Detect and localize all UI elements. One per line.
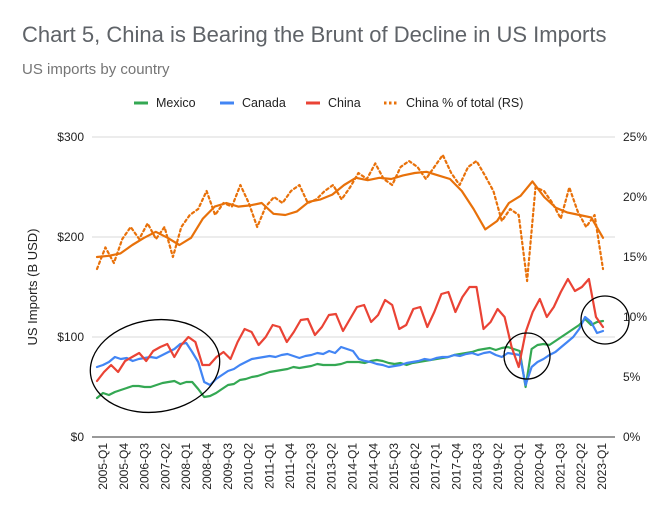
x-tick-label: 2017-Q1 — [429, 443, 443, 490]
annotation-circle — [580, 295, 630, 345]
y2-tick-label: 5% — [623, 370, 641, 384]
x-tick-label: 2022-Q2 — [574, 443, 588, 490]
annotation-ellipse — [89, 318, 221, 414]
x-tick-label: 2020-Q1 — [512, 443, 526, 490]
y-tick-label: $100 — [57, 330, 84, 344]
x-tick-label: 2014-Q4 — [366, 443, 380, 490]
series-line-china — [95, 277, 605, 383]
legend-label: Canada — [242, 96, 286, 110]
x-tick-label: 2008-Q4 — [200, 443, 214, 490]
legend-label: China % of total (RS) — [406, 96, 523, 110]
x-tick-label: 2023-Q1 — [595, 443, 609, 490]
y-tick-label: $300 — [57, 130, 84, 144]
y2-tick-label: 10% — [623, 310, 647, 324]
y2-tick-label: 0% — [623, 430, 641, 444]
x-tick-label: 2021-Q3 — [553, 443, 567, 490]
y-tick-label: $0 — [71, 430, 85, 444]
x-tick-label: 2010-Q2 — [242, 443, 256, 490]
y2-tick-label: 20% — [623, 190, 647, 204]
x-tick-label: 2009-Q3 — [221, 443, 235, 490]
y2-tick-label: 15% — [623, 250, 647, 264]
x-tick-label: 2005-Q1 — [96, 443, 110, 490]
series-line-mexico — [95, 317, 605, 400]
chart-title: Chart 5, China is Bearing the Brunt of D… — [22, 22, 607, 47]
annotation-circle — [503, 332, 551, 380]
x-tick-label: 2016-Q2 — [408, 443, 422, 490]
x-tick-label: 2005-Q4 — [117, 443, 131, 490]
x-tick-label: 2011-Q1 — [262, 443, 276, 489]
legend-label: Mexico — [156, 96, 196, 110]
x-tick-label: 2012-Q3 — [304, 443, 318, 490]
x-tick-label: 2020-Q4 — [533, 443, 547, 490]
y-axis-title: US Imports (B USD) — [25, 228, 40, 345]
y-tick-label: $200 — [57, 230, 84, 244]
series-line-china-of-total-rs-dotted — [95, 153, 605, 283]
x-tick-label: 2011-Q4 — [283, 443, 297, 489]
x-tick-label: 2008-Q1 — [179, 443, 193, 490]
chart-subtitle: US imports by country — [22, 61, 170, 78]
x-tick-label: 2013-Q2 — [325, 443, 339, 490]
x-tick-label: 2015-Q3 — [387, 443, 401, 490]
x-tick-label: 2007-Q2 — [158, 443, 172, 490]
x-tick-label: 2006-Q3 — [138, 443, 152, 490]
legend-label: China — [328, 96, 361, 110]
x-tick-label: 2017-Q4 — [449, 443, 463, 490]
x-tick-label: 2018-Q3 — [470, 443, 484, 490]
x-tick-label: 2019-Q2 — [491, 443, 505, 490]
series-line-china-of-total-rs — [95, 170, 605, 259]
x-tick-label: 2014-Q1 — [346, 443, 360, 490]
y2-tick-label: 25% — [623, 130, 647, 144]
